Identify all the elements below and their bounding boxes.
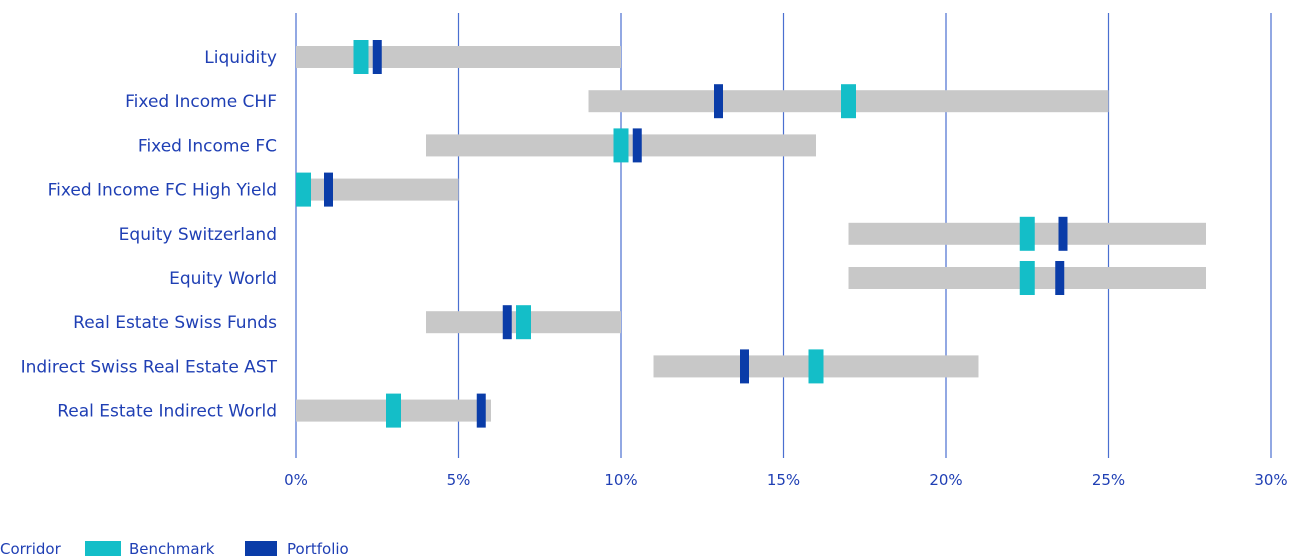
benchmark-marker [386, 393, 401, 428]
x-tick-label: 25% [1092, 471, 1125, 489]
x-tick-labels: 0% 5% 10% 15% 20% 25% 30% [284, 471, 1288, 489]
corridor-bar [296, 178, 459, 201]
category-label: Indirect Swiss Real Estate AST [21, 357, 278, 377]
portfolio-marker [372, 40, 382, 74]
benchmark-marker [1019, 261, 1035, 295]
benchmark-marker [1019, 216, 1035, 251]
x-tick-label: 0% [284, 471, 308, 489]
benchmark-marker [516, 305, 531, 340]
corridor-bar [296, 46, 621, 68]
legend-label-benchmark: Benchmark [129, 540, 215, 556]
x-tick-label: 20% [929, 471, 962, 489]
portfolio-marker [714, 84, 723, 119]
x-tick-label: 5% [447, 471, 471, 489]
portfolio-marker [740, 349, 749, 384]
portfolio-marker [1058, 216, 1068, 251]
portfolio-marker [324, 172, 333, 207]
portfolio-marker [632, 128, 642, 163]
category-label: Fixed Income CHF [125, 92, 277, 112]
legend: Corridor Benchmark Portfolio [0, 540, 349, 556]
x-tick-label: 15% [767, 471, 800, 489]
portfolio-marker [502, 305, 512, 340]
corridor-bars [296, 46, 1206, 422]
legend-swatch-portfolio [245, 541, 277, 556]
legend-label-corridor: Corridor [0, 540, 62, 556]
category-label: Equity Switzerland [119, 225, 277, 245]
category-label: Fixed Income FC [138, 136, 277, 156]
markers [296, 40, 1068, 428]
benchmark-marker [808, 349, 824, 384]
legend-label-portfolio: Portfolio [287, 540, 349, 556]
benchmark-marker [296, 172, 311, 207]
category-label: Fixed Income FC High Yield [48, 181, 277, 201]
benchmark-marker [841, 84, 856, 119]
x-tick-label: 30% [1254, 471, 1287, 489]
portfolio-marker [476, 393, 486, 428]
category-labels: Liquidity Fixed Income CHF Fixed Income FC… [21, 48, 278, 422]
portfolio-marker [1055, 261, 1065, 295]
benchmark-marker [353, 40, 369, 74]
benchmark-marker [613, 128, 629, 163]
category-label: Real Estate Swiss Funds [73, 313, 277, 333]
legend-swatch-benchmark [85, 541, 121, 556]
category-label: Real Estate Indirect World [57, 402, 277, 422]
category-label: Liquidity [204, 48, 277, 68]
x-tick-label: 10% [604, 471, 637, 489]
category-label: Equity World [169, 269, 277, 289]
